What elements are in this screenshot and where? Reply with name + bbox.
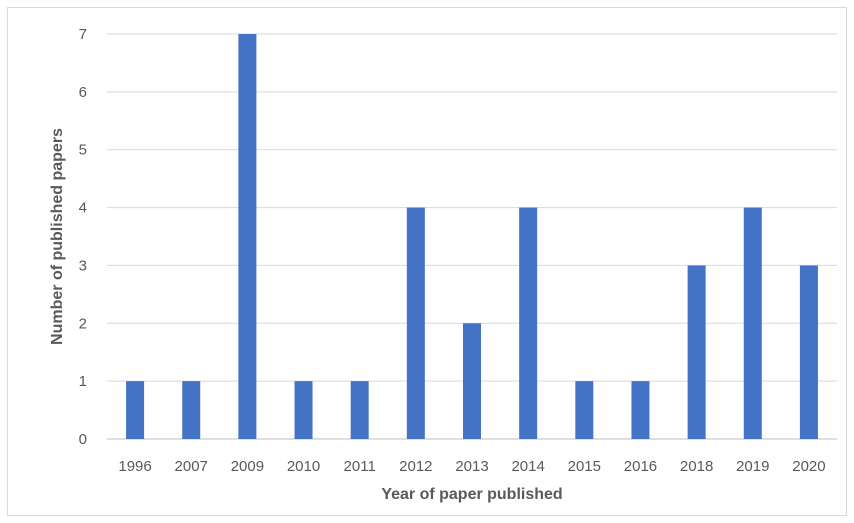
bar-2014 bbox=[519, 207, 538, 439]
y-tick-label: 0 bbox=[79, 431, 87, 448]
y-axis-ticks: 0 1 2 3 4 5 6 7 bbox=[79, 26, 87, 448]
x-tick-label: 2014 bbox=[511, 458, 544, 475]
gridlines bbox=[107, 33, 837, 440]
bar-2019 bbox=[743, 207, 762, 439]
bar-2015 bbox=[575, 381, 594, 439]
x-tick-label: 2013 bbox=[455, 458, 488, 475]
y-tick-label: 6 bbox=[79, 84, 87, 101]
bar-2011 bbox=[350, 381, 369, 439]
x-axis-ticks: 1996 2007 2009 2010 2011 2012 2013 2014 2015 2016… bbox=[118, 458, 825, 475]
y-tick-label: 3 bbox=[79, 257, 87, 274]
y-tick-label: 2 bbox=[79, 315, 87, 332]
bar-2020 bbox=[799, 265, 818, 439]
x-tick-label: 2019 bbox=[736, 458, 769, 475]
x-axis-title: Year of paper published bbox=[381, 486, 562, 503]
bar-1996 bbox=[126, 381, 145, 439]
x-tick-label: 2012 bbox=[399, 458, 432, 475]
x-tick-label: 2016 bbox=[624, 458, 657, 475]
y-tick-label: 5 bbox=[79, 142, 87, 159]
x-tick-label: 2010 bbox=[287, 458, 320, 475]
bars bbox=[126, 34, 818, 439]
bar-2012 bbox=[406, 207, 425, 439]
x-tick-label: 2015 bbox=[568, 458, 601, 475]
x-tick-label: 2020 bbox=[792, 458, 825, 475]
bar-2010 bbox=[294, 381, 313, 439]
x-tick-label: 2018 bbox=[680, 458, 713, 475]
bar-2013 bbox=[463, 323, 481, 439]
y-axis-title: Number of published papers bbox=[49, 128, 66, 345]
x-tick-label: 2011 bbox=[344, 458, 376, 475]
y-tick-label: 4 bbox=[79, 200, 87, 217]
x-tick-label: 2007 bbox=[175, 458, 208, 475]
bar-2007 bbox=[182, 381, 201, 439]
x-tick-label: 1996 bbox=[118, 458, 151, 475]
bar-2009 bbox=[238, 34, 257, 439]
y-tick-label: 1 bbox=[79, 373, 87, 390]
y-tick-label: 7 bbox=[79, 26, 87, 43]
bar-2018 bbox=[687, 265, 706, 439]
x-tick-label: 2009 bbox=[231, 458, 264, 475]
bar-2016 bbox=[631, 381, 650, 439]
